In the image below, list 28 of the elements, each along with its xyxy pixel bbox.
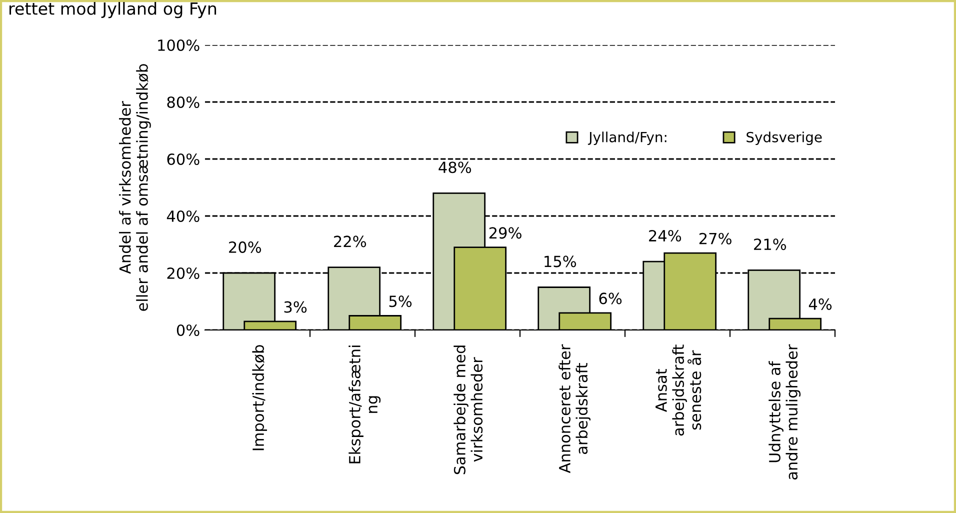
y-tick-label: 100% — [158, 39, 200, 52]
data-label: 6% — [599, 292, 622, 304]
data-label: 29% — [489, 227, 522, 239]
y-axis-title: Andel af virksomheder eller andel af omsætning/indkøb — [119, 64, 151, 311]
data-label: 24% — [649, 230, 682, 242]
legend-label: Sydsverige — [746, 132, 822, 146]
x-tick-label: Import/indkøb — [252, 345, 267, 450]
data-label: 22% — [334, 236, 366, 248]
y-tick-label: 80% — [167, 96, 200, 108]
x-tick-label: Samarbejde med virksomheder — [454, 346, 483, 474]
x-tick-label: Udnyttelse af andre muligheder — [768, 344, 801, 480]
x-tick-label: Eksport/afsætni ng — [348, 346, 381, 464]
data-label: 3% — [284, 301, 307, 313]
data-label: 21% — [754, 238, 786, 250]
x-tick-label: Ansat arbejdskraft seneste år — [656, 344, 702, 436]
y-tick-label: 20% — [167, 267, 200, 280]
y-tick-label: 0% — [176, 324, 200, 336]
data-label: 48% — [438, 162, 472, 174]
y-tick-label: 40% — [166, 210, 200, 222]
x-tick-label: Annonceret efter arbejdskraft — [558, 344, 591, 474]
legend-label: Jylland/Fyn: — [588, 132, 666, 146]
chart-title: rettet mod Jylland og Fyn — [10, 2, 216, 18]
data-label: 27% — [699, 232, 732, 244]
data-label: 5% — [389, 296, 412, 308]
data-label: 15% — [544, 256, 576, 268]
y-tick-label: 60% — [167, 153, 200, 166]
data-label: 20% — [229, 241, 262, 253]
data-label: 4% — [808, 298, 832, 310]
